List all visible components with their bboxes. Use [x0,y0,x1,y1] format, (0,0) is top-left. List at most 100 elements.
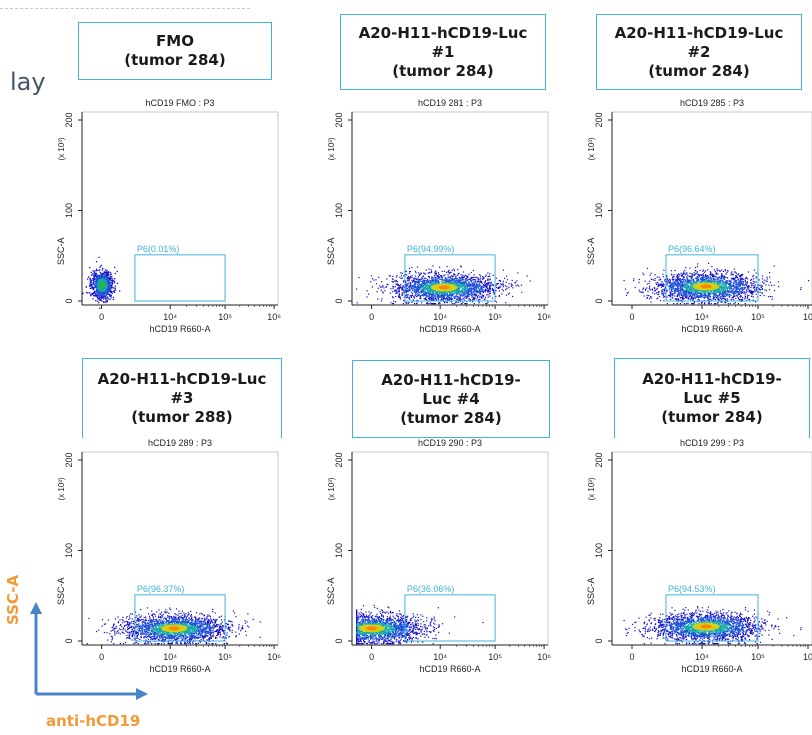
event-dot [95,261,98,263]
plot-title: hCD19 FMO : P3 [145,98,214,108]
event-dot [424,294,426,296]
event-dot [646,283,648,285]
event-dot [105,283,107,285]
event-dot [405,283,407,286]
event-dot [416,284,418,286]
event-dot [465,281,467,283]
event-dot [430,270,433,272]
event-dot [663,269,665,271]
event-dot [464,282,466,284]
event-dot [429,272,431,274]
event-dot [746,289,748,291]
event-dot [480,289,482,291]
event-dot [104,280,106,283]
event-dot [687,302,689,304]
event-dot [417,290,419,292]
event-dot [719,270,721,272]
event-dot [463,275,466,277]
event-dot [737,297,740,299]
event-dot [457,288,459,290]
event-dot [417,295,419,297]
event-dot [426,302,428,304]
event-dot [686,293,688,295]
event-dot [97,291,99,293]
event-dot [504,285,506,287]
event-dot [406,278,408,280]
x-tick-label: 10⁵ [218,312,232,322]
event-dot [97,282,99,284]
event-dot [110,277,113,279]
event-dot [424,280,426,282]
event-dot [437,299,440,301]
event-dot [657,282,659,284]
event-dot [108,287,111,289]
y-tick-label: 0 [334,298,344,303]
event-dot [485,287,487,289]
event-dot [489,278,491,280]
event-dot [424,297,427,299]
event-dot [707,279,709,281]
event-dot [712,296,714,298]
event-dot [434,279,436,281]
event-dot [466,292,468,294]
event-dot [477,281,479,283]
event-dot [101,289,103,291]
event-dot [116,282,119,285]
event-dot [119,290,121,292]
event-dot [402,303,405,305]
event-dot [750,279,752,281]
event-dot [481,287,483,290]
event-dot [455,291,458,293]
event-dot [466,276,468,278]
event-dot [414,303,416,305]
event-dot [432,265,434,267]
event-dot [415,278,417,280]
event-dot [447,279,449,281]
event-dot [475,281,477,283]
event-dot [423,295,425,297]
event-dot [98,297,101,300]
event-dot [526,275,528,277]
event-dot [407,284,409,286]
event-dot [392,288,394,290]
event-dot [405,294,407,296]
event-dot [773,284,775,286]
event-dot [646,294,648,297]
event-dot [673,303,675,305]
event-dot [479,296,481,298]
event-dot [713,269,715,271]
event-dot [510,283,512,285]
event-dot [459,299,461,301]
event-dot [759,284,761,286]
event-dot [90,279,92,281]
event-dot [662,293,664,296]
event-dot [110,278,112,280]
event-dot [96,283,98,285]
event-dot [401,277,403,279]
event-dot [685,280,687,282]
event-dot [441,282,443,284]
event-dot [99,286,101,288]
event-dot [481,282,483,284]
event-dot [668,289,670,291]
event-dot [95,278,97,280]
event-dot [746,282,748,284]
event-dot [435,293,437,295]
event-dot [469,291,471,293]
event-dot [428,276,430,278]
event-dot [662,285,664,287]
event-dot [97,275,99,277]
x-tick-label: 10⁴ [163,312,177,322]
event-dot [686,297,688,299]
event-dot [95,276,98,278]
event-dot [486,278,489,280]
event-dot [417,283,420,285]
event-dot [717,280,719,282]
event-dot [460,279,462,281]
event-dot [758,279,760,281]
event-dot [97,293,100,295]
event-dot [730,272,732,274]
event-dot [483,286,485,288]
event-dot [468,287,471,289]
event-dot [95,279,97,281]
